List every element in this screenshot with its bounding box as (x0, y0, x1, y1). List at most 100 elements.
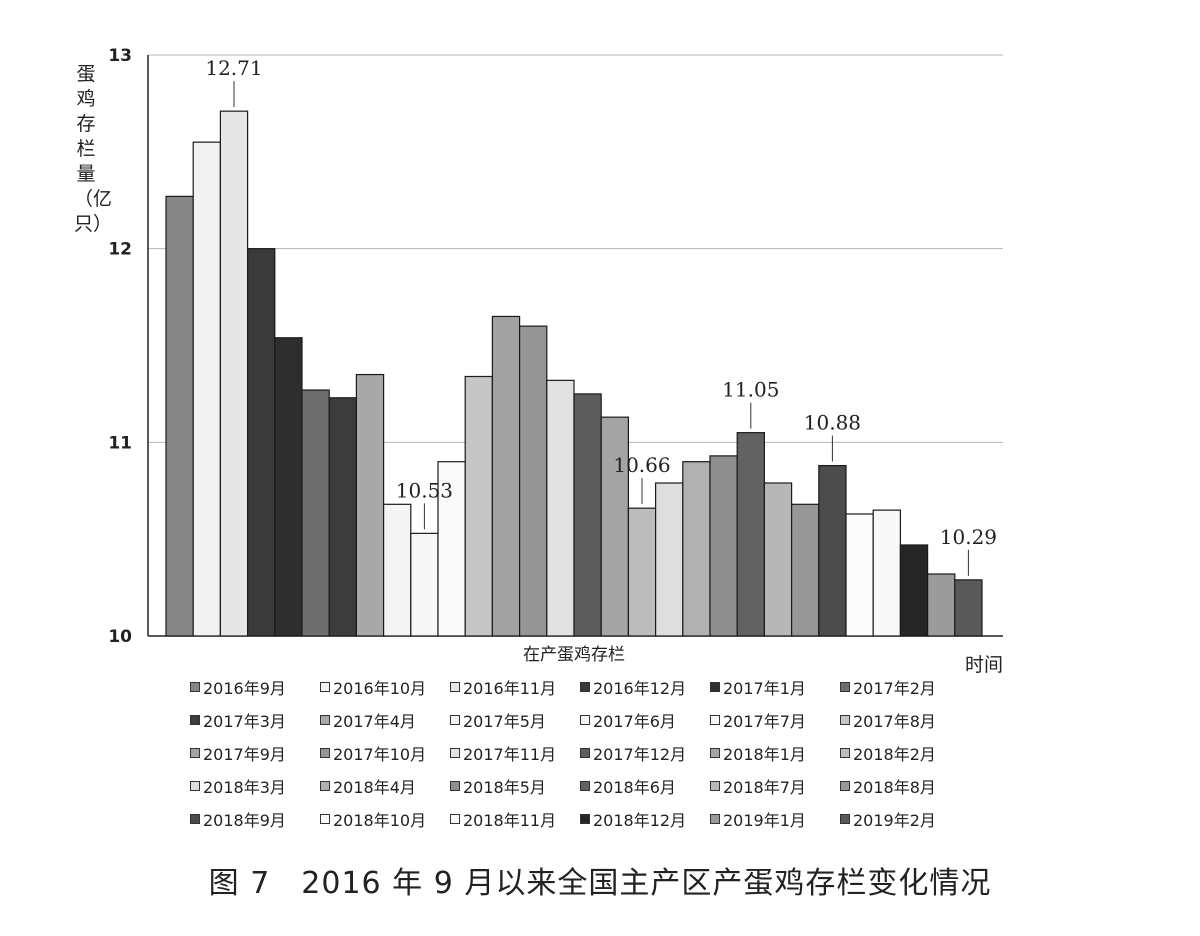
legend-item: 2018年9月 (190, 804, 320, 834)
legend-item: 2019年1月 (710, 804, 840, 834)
legend-swatch (710, 715, 720, 725)
legend-swatch (190, 715, 200, 725)
legend-swatch (190, 748, 200, 758)
legend-item: 2016年9月 (190, 672, 320, 702)
bar (872, 509, 902, 637)
legend-label: 2017年3月 (203, 712, 286, 731)
data-label: 11.05 (722, 378, 779, 402)
bar (845, 513, 874, 637)
legend-item: 2017年1月 (710, 672, 840, 702)
legend-swatch (320, 682, 330, 692)
bar (899, 544, 929, 637)
legend-swatch (580, 748, 590, 758)
legend-item: 2018年5月 (450, 771, 580, 801)
bar (247, 248, 276, 637)
legend-item: 2018年1月 (710, 738, 840, 768)
legend-label: 2016年10月 (333, 679, 427, 698)
y-tick-label: 13 (108, 46, 132, 66)
legend-label: 2018年12月 (593, 811, 687, 830)
legend-label: 2017年5月 (463, 712, 546, 731)
legend-swatch (450, 682, 460, 692)
legend-item: 2017年5月 (450, 705, 580, 735)
bar (355, 373, 385, 637)
bar (546, 379, 575, 637)
bar (736, 432, 766, 637)
legend-label: 2018年3月 (203, 778, 286, 797)
legend-swatch (840, 682, 850, 692)
legend-item: 2018年11月 (450, 804, 580, 834)
legend-label: 2018年1月 (723, 745, 806, 764)
bar (790, 503, 820, 637)
legend-item: 2017年3月 (190, 705, 320, 735)
legend-label: 2016年11月 (463, 679, 557, 698)
legend-label: 2017年1月 (723, 679, 806, 698)
bar (654, 482, 684, 637)
legend-label: 2017年8月 (853, 712, 936, 731)
legend-swatch (710, 682, 720, 692)
legend-item: 2018年3月 (190, 771, 320, 801)
legend-swatch (710, 748, 720, 758)
legend-label: 2019年2月 (853, 811, 936, 830)
legend-swatch (320, 781, 330, 791)
legend-label: 2018年6月 (593, 778, 676, 797)
legend-label: 2018年11月 (463, 811, 557, 830)
bar (573, 393, 602, 637)
legend-label: 2017年4月 (333, 712, 416, 731)
legend-item: 2017年2月 (840, 672, 970, 702)
bar (600, 416, 630, 637)
legend-swatch (190, 814, 200, 824)
legend-swatch (450, 715, 460, 725)
legend-swatch (840, 715, 850, 725)
legend-item: 2017年4月 (320, 705, 450, 735)
x-axis-label: 时间 (965, 654, 1004, 676)
data-label: 10.29 (940, 525, 997, 549)
legend-label: 2017年6月 (593, 712, 676, 731)
legend-swatch (580, 682, 590, 692)
bar (274, 337, 303, 637)
legend-item: 2017年7月 (710, 705, 840, 735)
legend-label: 2018年8月 (853, 778, 936, 797)
bar (627, 507, 657, 637)
legend-item: 2016年12月 (580, 672, 710, 702)
bar (709, 455, 738, 637)
legend-swatch (320, 715, 330, 725)
bar (518, 325, 548, 637)
legend-item: 2016年10月 (320, 672, 450, 702)
legend-item: 2017年12月 (580, 738, 710, 768)
legend-swatch (710, 781, 720, 791)
y-tick-label: 11 (108, 433, 132, 453)
legend-item: 2018年8月 (840, 771, 970, 801)
legend-swatch (320, 814, 330, 824)
bar (410, 532, 439, 637)
bar (818, 464, 847, 637)
legend-swatch (580, 781, 590, 791)
legend-swatch (580, 715, 590, 725)
legend-item: 2018年2月 (840, 738, 970, 768)
bar (192, 141, 221, 637)
legend-label: 2016年9月 (203, 679, 286, 698)
legend-swatch (840, 781, 850, 791)
legend-item: 2019年2月 (840, 804, 970, 834)
bar (763, 482, 793, 637)
data-label: 12.71 (205, 56, 262, 80)
legend-label: 2019年1月 (723, 811, 806, 830)
legend-item: 2018年7月 (710, 771, 840, 801)
legend-item: 2017年9月 (190, 738, 320, 768)
category-label: 在产蛋鸡存栏 (523, 645, 625, 665)
data-label: 10.53 (396, 478, 453, 502)
legend-swatch (320, 748, 330, 758)
legend-label: 2018年5月 (463, 778, 546, 797)
y-tick-label: 10 (108, 627, 132, 647)
bar (926, 573, 956, 637)
legend: 2016年9月 2016年10月 2016年11月 2016年12月 2017年1月 20… (190, 672, 970, 834)
legend-swatch (840, 814, 850, 824)
y-axis-label: 蛋鸡存栏量（亿只） (74, 63, 113, 235)
legend-item: 2018年6月 (580, 771, 710, 801)
legend-swatch (580, 814, 590, 824)
legend-item: 2017年6月 (580, 705, 710, 735)
legend-item: 2017年10月 (320, 738, 450, 768)
bar (954, 579, 983, 637)
legend-label: 2018年2月 (853, 745, 936, 764)
bar (464, 375, 494, 637)
